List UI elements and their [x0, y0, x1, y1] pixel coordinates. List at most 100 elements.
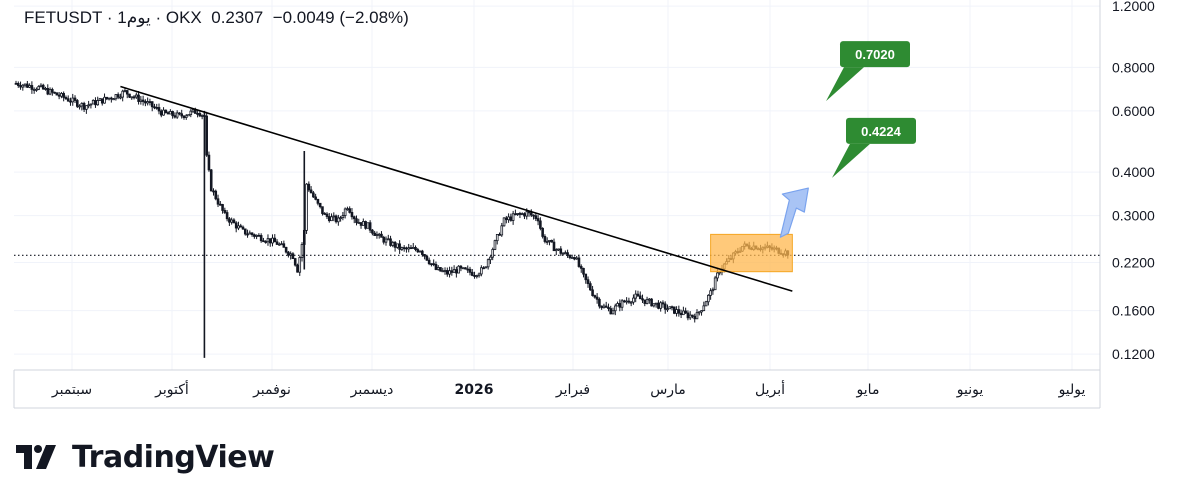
- candle-body: [228, 218, 231, 223]
- candle-body: [371, 229, 374, 234]
- candle-body: [266, 238, 270, 243]
- candle-body: [461, 267, 465, 270]
- candle-body: [364, 221, 367, 229]
- candle-body: [688, 314, 692, 319]
- candle-body: [14, 82, 18, 85]
- candle-body: [28, 85, 31, 88]
- candle-body: [636, 293, 640, 297]
- candle-body: [396, 243, 399, 248]
- candle-body: [445, 270, 449, 275]
- candle-body: [441, 270, 445, 273]
- candle-body: [218, 203, 222, 206]
- candle-body: [309, 189, 313, 194]
- candle-body: [554, 249, 558, 252]
- candle-body: [327, 216, 331, 222]
- candle-body: [239, 225, 243, 228]
- candle-body: [250, 232, 254, 236]
- candle-body: [679, 312, 683, 316]
- candle-body: [284, 246, 288, 253]
- candle-body: [110, 97, 113, 100]
- candle-body: [697, 311, 701, 314]
- candle-body: [486, 259, 490, 268]
- candle-body: [155, 107, 159, 109]
- candle-body: [561, 252, 565, 255]
- candle-body: [523, 213, 526, 217]
- tradingview-logo-icon: [16, 445, 56, 469]
- candle-body: [216, 198, 220, 205]
- candle-body: [246, 233, 249, 236]
- candle-body: [389, 238, 392, 246]
- target-callout: 0.7020: [826, 41, 910, 102]
- candle-body: [675, 309, 678, 314]
- candle-body: [91, 100, 95, 105]
- symbol-name[interactable]: FETUSDT: [24, 8, 103, 27]
- candle-body: [293, 258, 297, 266]
- candle-body: [332, 215, 336, 218]
- candle-body: [44, 88, 47, 90]
- candle-body: [139, 99, 143, 102]
- projection-arrow: [779, 187, 809, 238]
- price-chart[interactable]: 0.1200 0.1600 0.2200 0.3000 0.4000 0.6000 0.80…: [0, 0, 1200, 410]
- candle-body: [564, 252, 567, 255]
- candle-body: [275, 241, 279, 245]
- candle-body: [343, 208, 347, 216]
- candle-body: [41, 84, 45, 90]
- candle-body: [337, 217, 340, 223]
- candle-body: [325, 213, 329, 217]
- tradingview-logo[interactable]: TradingView: [16, 440, 275, 475]
- candle-body: [613, 305, 617, 312]
- x-tick-label: فبراير: [555, 382, 590, 398]
- candle-body: [85, 105, 88, 110]
- candle-body: [380, 233, 383, 238]
- candle-body: [57, 94, 61, 97]
- candle-body: [652, 303, 656, 307]
- candle-body: [19, 85, 22, 88]
- candle-body: [582, 267, 585, 275]
- candle-body: [237, 225, 240, 229]
- candle-body: [125, 90, 129, 95]
- candle-body: [650, 298, 653, 307]
- candle-body: [130, 96, 134, 99]
- candle-body: [26, 83, 29, 88]
- candle-body: [209, 169, 213, 192]
- candle-body: [411, 247, 415, 249]
- candle-body: [543, 236, 547, 242]
- candle-body: [180, 113, 184, 117]
- x-tick-label: يوليو: [1058, 382, 1086, 398]
- x-tick-label: ديسمبر: [350, 382, 394, 398]
- candle-body: [196, 113, 199, 115]
- candle-body: [271, 237, 274, 244]
- candle-body: [178, 112, 181, 115]
- candle-body: [94, 100, 97, 106]
- candle-body: [466, 268, 470, 271]
- candle-body: [638, 295, 642, 300]
- interval-label[interactable]: 1يوم: [117, 8, 151, 27]
- candle-body: [668, 306, 672, 310]
- candle-body: [552, 241, 556, 252]
- candle-body: [493, 240, 497, 250]
- candle-body: [405, 247, 408, 250]
- candle-body: [282, 243, 286, 248]
- candle-body: [579, 266, 583, 269]
- candle-body: [620, 300, 624, 308]
- x-tick-label: يونيو: [956, 382, 984, 398]
- candle-body: [69, 100, 72, 103]
- candle-body: [391, 242, 395, 246]
- candle-body: [300, 244, 304, 258]
- candle-body: [448, 270, 451, 275]
- candle-body: [273, 237, 277, 243]
- candle-body: [316, 198, 320, 204]
- x-tick-label: أكتوبر: [154, 380, 189, 398]
- candle-body: [223, 210, 227, 213]
- candle-body: [207, 154, 211, 171]
- candle-body: [418, 250, 422, 253]
- candle-body: [573, 257, 576, 260]
- candle-body: [278, 243, 281, 246]
- candle-body: [164, 109, 168, 114]
- candle-body: [182, 115, 186, 118]
- candle-body: [484, 266, 488, 269]
- candle-body: [455, 269, 458, 274]
- candle-body: [659, 302, 662, 309]
- candle-body: [498, 233, 501, 236]
- candle-body: [468, 268, 472, 273]
